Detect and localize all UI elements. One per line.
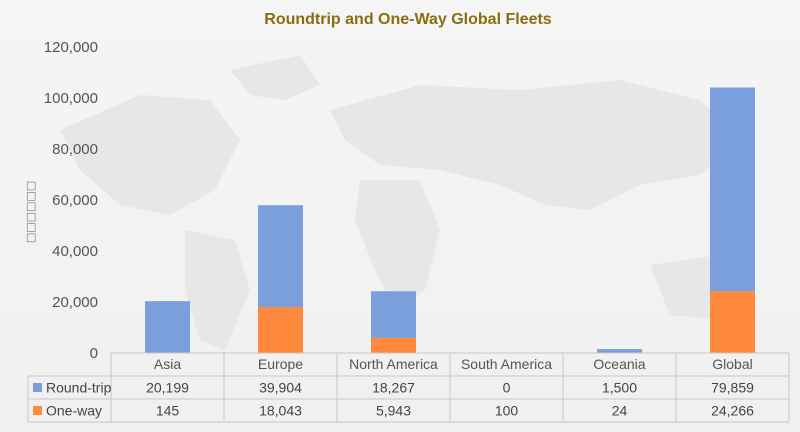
table-cell: 1,500 [602,380,637,396]
table-cell: 79,859 [711,380,754,396]
y-tick-label: 60,000 [52,192,98,209]
bar-round-trip-europe [258,205,303,307]
bar-one-way-global [710,291,755,353]
table-cell: 5,943 [376,403,411,419]
category-label: North America [349,356,438,372]
chart-title: Roundtrip and One-Way Global Fleets [264,11,552,28]
table-cell: 24,266 [711,403,754,419]
category-label: Oceania [593,356,645,372]
table-cell: 18,043 [259,403,302,419]
y-tick-label: 0 [90,345,98,362]
table-cell: 18,267 [372,380,415,396]
table-cell: 0 [503,380,511,396]
y-tick-label: 80,000 [52,141,98,158]
category-label: South America [461,356,552,372]
table-cell: 145 [156,403,180,419]
bar-round-trip-oceania [597,349,642,353]
y-axis-ticks: 0 20,000 40,000 60,000 80,000 100,000 120,000 [44,39,98,362]
y-tick-label: 120,000 [44,39,98,56]
table-cell: 100 [495,403,519,419]
bar-one-way-europe [258,306,303,353]
bar-one-way-north-america [371,337,416,353]
legend-label: Round-trip [46,380,112,396]
bar-round-trip-asia [145,301,190,353]
legend-swatch [33,383,42,392]
category-label: Global [712,356,752,372]
y-tick-label: 20,000 [52,294,98,311]
bar-round-trip-global [710,87,755,292]
y-axis-label: □□□□□□ [24,181,37,243]
bar-series [145,87,755,353]
bar-round-trip-north-america [371,291,416,338]
table-cell: 39,904 [259,380,302,396]
y-tick-label: 100,000 [44,90,98,107]
category-label: Europe [258,356,303,372]
y-tick-label: 40,000 [52,243,98,260]
table-cell: 20,199 [146,380,189,396]
legend-swatch [33,406,42,415]
legend-label: One-way [46,403,102,419]
data-table: Asia Europe North America South America Ocea… [27,352,790,423]
table-cell: 24 [612,403,628,419]
category-label: Asia [154,356,181,372]
